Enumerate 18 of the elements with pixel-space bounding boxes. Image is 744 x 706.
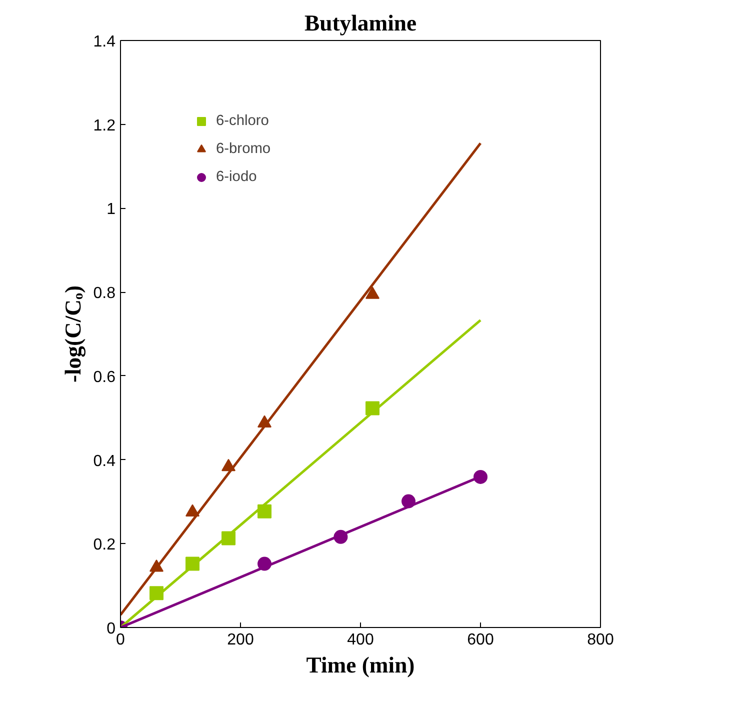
x-tick-label: 600 — [467, 632, 494, 648]
legend-label: 6-bromo — [216, 141, 271, 157]
y-tick-label: 1 — [106, 201, 116, 218]
y-tick-label: 0.4 — [93, 452, 116, 470]
x-axis-title: Time (min) — [306, 652, 415, 678]
x-tick-label: 400 — [347, 632, 374, 648]
y-tick-label: 1.2 — [93, 117, 116, 134]
y-tick-label: 0.6 — [93, 368, 116, 386]
y-tick-label: 1.4 — [93, 34, 116, 50]
y-axis-title: -log(C/Cₒ) — [60, 285, 86, 383]
legend-label: 6-iodo — [216, 169, 257, 185]
y-tick-label: 0.2 — [93, 536, 116, 554]
x-tick-label: 800 — [587, 632, 614, 648]
x-tick-label: 200 — [227, 632, 254, 648]
legend-label: 6-chloro — [216, 113, 269, 129]
chart-title: Butylamine — [304, 10, 417, 36]
y-tick-label: 0.8 — [93, 285, 116, 302]
y-tick-label: 0 — [106, 620, 116, 638]
